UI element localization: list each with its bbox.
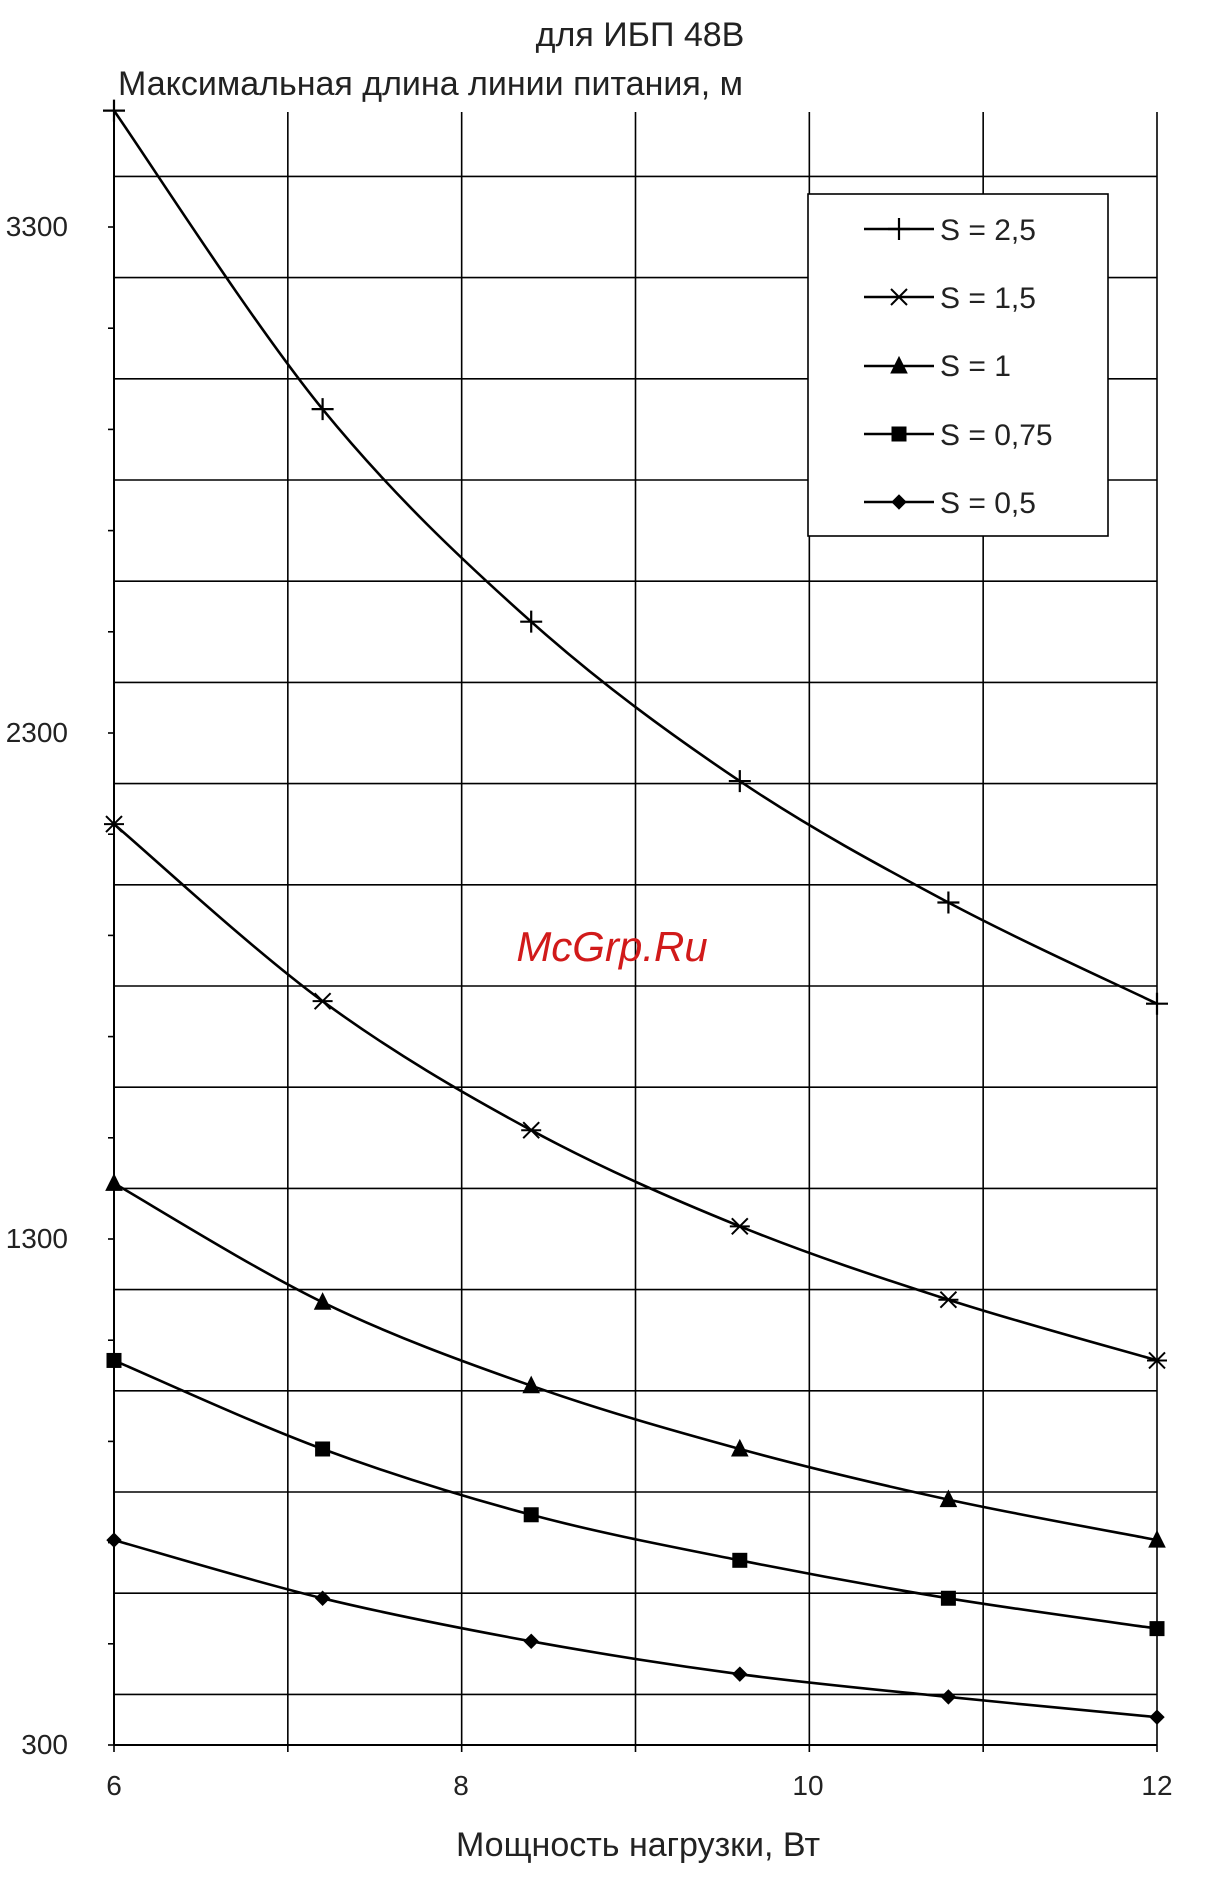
series-line [113,823,1158,1362]
data-point [523,1633,539,1649]
data-point [939,1489,958,1508]
data-point [938,1291,959,1309]
data-point [105,1173,123,1191]
data-point [732,1666,748,1682]
series-layer [103,99,1168,1725]
legend-marker [891,494,907,510]
axes [108,112,1158,1752]
data-point [106,1352,122,1368]
x-tick-label: 8 [453,1770,469,1801]
legend-box [807,193,1109,537]
data-point [728,770,751,793]
data-point [312,992,333,1010]
data-point [730,1438,749,1457]
data-point [732,1552,748,1568]
x-axis-label: Мощность нагрузки, Вт [456,1826,820,1864]
data-point [103,99,125,122]
legend-marker [891,426,907,442]
series-line [112,109,1158,1005]
data-point [520,610,543,633]
y-tick-labels: 3300 2300 1300 300 [6,211,68,1760]
y-tick-label: 3300 [6,211,68,242]
legend-label: S = 2,5 [940,214,1036,247]
legend-marker [889,288,909,306]
legend-items [864,218,934,510]
legend-label: S = 0,75 [940,419,1053,452]
series-line [113,1182,1158,1542]
data-point [521,1121,542,1139]
legend-label: S = 1 [940,350,1011,383]
series-group [105,1173,1166,1548]
y-tick-label: 1300 [6,1223,68,1254]
chart-title: для ИБП 48В [536,16,745,54]
x-tick-labels: 6 8 10 12 [106,1770,1172,1801]
data-point [311,398,334,421]
legend-marker [888,218,910,240]
data-point [1149,1709,1165,1725]
chart-subtitle: Максимальная длина линии питания, м [118,65,743,103]
x-tick-label: 6 [106,1770,122,1801]
series-group [106,1532,1165,1725]
x-tick-label: 12 [1141,1770,1172,1801]
data-point [314,1590,331,1606]
y-tick-label: 2300 [6,717,68,748]
data-point [729,1217,750,1236]
data-point [940,1689,957,1705]
data-point [104,815,124,833]
series-group [103,99,1168,1015]
legend-marker [890,355,908,374]
data-point [1149,1621,1165,1637]
data-point [522,1375,541,1394]
data-point [313,1292,332,1310]
legend-label: S = 1,5 [940,282,1036,315]
data-point [315,1441,331,1457]
data-point [1146,992,1168,1015]
y-tick-label: 300 [21,1729,68,1760]
gridlines [114,112,1158,1745]
data-point [106,1532,122,1548]
data-point [1148,1529,1166,1548]
legend: S = 2,5 S = 1,5 S = 1 S = 0,75 S = 0,5 [807,193,1109,537]
series-line [113,1359,1158,1630]
data-point [940,1590,956,1606]
series-group [106,1352,1165,1637]
x-tick-label: 10 [792,1770,823,1801]
series-group [104,815,1167,1370]
series-line [113,1538,1158,1719]
data-point [523,1507,539,1523]
data-point [1147,1351,1167,1370]
data-point [937,891,960,914]
watermark: McGrp.Ru [516,923,707,970]
legend-label: S = 0,5 [940,487,1036,520]
